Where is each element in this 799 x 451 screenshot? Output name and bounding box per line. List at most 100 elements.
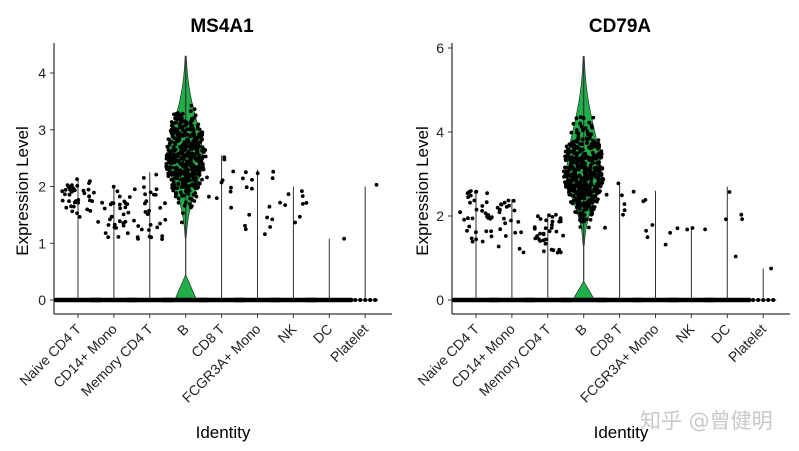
data-point — [543, 226, 548, 231]
data-point — [616, 181, 621, 186]
data-point — [181, 148, 186, 153]
data-point — [587, 190, 592, 195]
data-point — [190, 151, 195, 156]
data-point — [165, 153, 170, 158]
data-point — [178, 190, 183, 195]
data-point — [166, 174, 171, 179]
data-point — [177, 134, 182, 139]
data-point — [180, 127, 185, 132]
data-point — [154, 187, 159, 192]
data-point — [517, 246, 522, 251]
data-point — [570, 184, 575, 189]
data-point — [121, 212, 126, 217]
data-point — [480, 239, 485, 244]
data-point — [136, 224, 141, 228]
data-point — [170, 158, 175, 163]
data-point — [69, 189, 74, 194]
data-point — [100, 200, 104, 205]
data-point — [148, 223, 153, 227]
data-point — [178, 170, 183, 174]
data-point — [598, 171, 603, 176]
data-point — [188, 172, 193, 177]
data-point — [579, 214, 584, 219]
data-point — [469, 236, 474, 241]
data-point — [578, 142, 582, 146]
data-point — [536, 214, 540, 219]
data-point — [179, 117, 184, 122]
y-tick-label: 4 — [38, 65, 46, 81]
data-point — [167, 165, 171, 170]
data-point — [498, 227, 503, 232]
data-point — [176, 151, 181, 156]
data-point — [60, 198, 65, 203]
data-point — [247, 212, 252, 217]
data-point — [621, 212, 625, 217]
data-point — [486, 216, 491, 220]
data-point — [86, 187, 91, 192]
data-point — [690, 226, 695, 230]
data-point — [75, 211, 79, 216]
series-b: B — [161, 55, 210, 339]
data-point — [70, 209, 75, 214]
data-point — [132, 218, 136, 223]
data-point — [567, 155, 572, 160]
data-point — [564, 144, 569, 149]
data-point — [593, 155, 597, 160]
data-point — [580, 137, 585, 142]
data-point — [566, 165, 571, 170]
data-point — [703, 227, 707, 232]
data-point — [622, 208, 627, 213]
data-point — [160, 237, 165, 242]
data-point — [190, 162, 195, 167]
data-point — [588, 187, 592, 192]
data-point — [576, 194, 581, 199]
data-point — [585, 184, 590, 189]
data-point — [595, 161, 599, 165]
series-platelet: Platelet — [327, 182, 379, 365]
data-point — [163, 217, 168, 222]
data-point — [484, 229, 489, 234]
data-point — [182, 140, 187, 145]
data-point — [186, 137, 190, 142]
data-point — [603, 225, 607, 230]
data-point — [581, 186, 586, 191]
data-point — [590, 212, 594, 216]
data-point — [228, 189, 233, 194]
data-point — [185, 168, 190, 173]
data-point — [300, 202, 305, 206]
chart-title: CD79A — [589, 16, 652, 37]
data-point — [474, 189, 479, 194]
data-point — [583, 161, 588, 166]
data-point — [160, 234, 165, 239]
data-point — [106, 223, 111, 227]
data-point — [111, 184, 116, 189]
data-point — [588, 217, 593, 222]
data-point — [147, 234, 152, 239]
data-point — [572, 157, 576, 162]
data-point — [115, 189, 120, 194]
data-point — [243, 227, 248, 232]
series-fcgr3a-mono: FCGR3A+ Mono — [179, 169, 282, 406]
data-point — [155, 225, 160, 230]
data-point — [483, 211, 488, 216]
data-point — [194, 194, 199, 199]
series-dc: DC — [703, 186, 752, 346]
data-point — [64, 205, 69, 210]
data-point — [197, 181, 202, 186]
data-point — [168, 141, 172, 145]
data-point — [467, 224, 472, 229]
data-point — [509, 218, 513, 223]
data-point — [513, 230, 518, 235]
data-point — [141, 176, 146, 180]
data-point — [733, 254, 738, 259]
data-point — [75, 183, 80, 188]
data-point — [184, 200, 188, 205]
data-point — [190, 143, 195, 147]
data-point — [176, 196, 181, 201]
data-point — [519, 230, 523, 235]
data-point — [189, 133, 194, 138]
data-point — [499, 202, 504, 207]
data-point — [191, 183, 196, 188]
data-point — [283, 203, 288, 208]
data-point — [550, 219, 555, 224]
